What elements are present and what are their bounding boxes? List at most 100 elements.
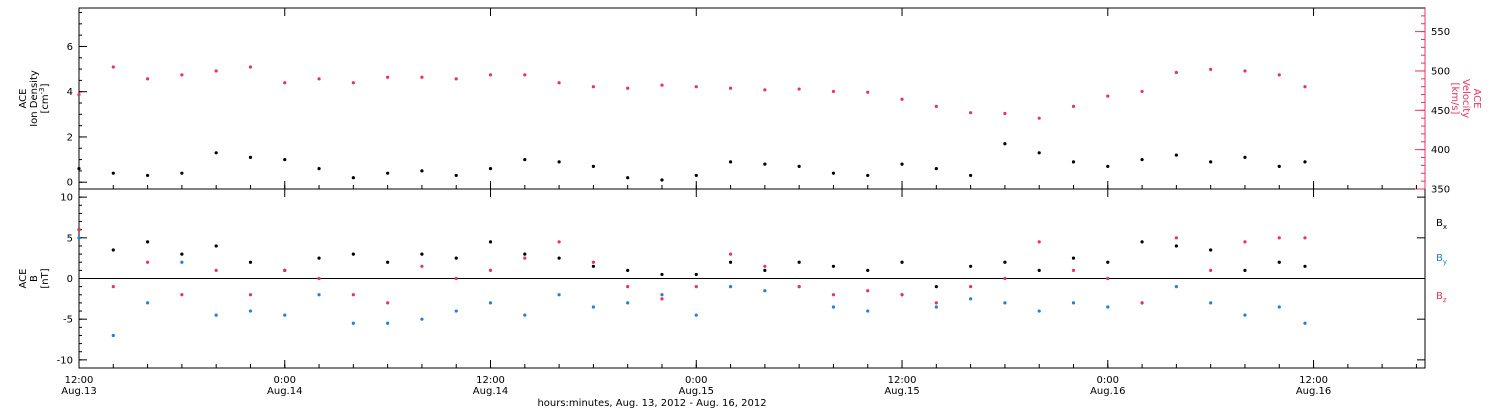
velocity-point <box>969 111 973 115</box>
by-point <box>317 293 321 297</box>
bz-point <box>1174 236 1178 240</box>
density-point <box>1243 155 1247 159</box>
bx-point <box>1140 240 1144 244</box>
x-tick-time-label: 12:00 <box>888 375 917 386</box>
density-point <box>763 162 767 166</box>
bx-point <box>248 260 253 264</box>
density-tick-label: 0 <box>67 178 73 189</box>
x-tick-date-label: Aug.15 <box>679 386 714 397</box>
bz-point <box>797 285 801 289</box>
velocity-point <box>386 75 390 79</box>
velocity-point <box>351 81 355 85</box>
b-axis-label-line: B <box>29 275 40 282</box>
by-point <box>728 285 733 289</box>
density-point <box>831 171 836 175</box>
density-point <box>317 167 321 171</box>
bz-point <box>1071 268 1076 272</box>
by-point <box>283 313 287 317</box>
x-tick-time-label: 0:00 <box>1097 375 1119 386</box>
density-point <box>1003 142 1007 146</box>
legend-sub: y <box>1443 258 1447 266</box>
velocity-tick-label: 450 <box>1431 106 1450 117</box>
velocity-point <box>1106 94 1110 98</box>
velocity-point <box>797 87 801 91</box>
bz-point <box>728 252 733 256</box>
by-point <box>763 289 767 293</box>
x-tick-time-label: 12:00 <box>65 375 94 386</box>
density-point <box>1174 153 1178 157</box>
density-unit-end: ] <box>40 83 51 87</box>
by-point <box>591 305 595 309</box>
by-point <box>77 236 81 240</box>
density-point <box>523 157 527 162</box>
density-point <box>626 176 630 180</box>
legend-sub: z <box>1443 296 1447 304</box>
bz-point <box>1037 240 1041 244</box>
velocity-point <box>488 73 493 77</box>
density-point <box>934 167 938 171</box>
density-tick-label: 4 <box>67 87 73 98</box>
velocity-tick-label: 400 <box>1431 145 1450 156</box>
bx-point <box>1277 260 1281 264</box>
density-point <box>969 173 973 178</box>
by-point <box>214 313 218 317</box>
velocity-point <box>214 69 218 73</box>
by-point <box>1209 301 1213 305</box>
by-point <box>386 321 390 325</box>
bx-point <box>626 268 630 272</box>
b-tick-label: 5 <box>67 233 73 244</box>
bz-point <box>1140 301 1144 305</box>
density-axis-label: ACEIon Density[cm-3] <box>18 70 51 127</box>
b-tick-label: 0 <box>67 274 73 285</box>
bx-point <box>488 240 493 244</box>
velocity-point <box>523 73 527 77</box>
velocity-point <box>1209 67 1213 71</box>
legend-sub: x <box>1443 223 1447 231</box>
density-point <box>866 173 870 178</box>
velocity-point <box>317 77 321 81</box>
bx-point <box>728 260 733 264</box>
x-tick-date-label: Aug.15 <box>884 386 919 397</box>
by-point <box>866 309 870 313</box>
bx-point <box>1243 268 1247 272</box>
by-point <box>660 293 664 297</box>
b-axis-label-line: ACE <box>18 269 29 289</box>
bx-point <box>180 252 184 256</box>
by-point <box>1303 321 1307 325</box>
bz-point <box>317 276 321 281</box>
by-point <box>1106 305 1110 309</box>
bz-point <box>1106 276 1110 281</box>
x-tick-date-label: Aug.13 <box>61 386 96 397</box>
velocity-axis-label-line: Velocity <box>1460 79 1471 118</box>
velocity-point <box>1243 69 1247 73</box>
bx-point <box>214 244 218 248</box>
bz-point <box>1209 268 1213 272</box>
by-point <box>420 317 424 321</box>
density-axis-label-line: ACE <box>18 89 29 109</box>
by-point <box>523 313 527 317</box>
bx-point <box>1003 260 1007 264</box>
bz-point <box>900 293 904 297</box>
density-point <box>1071 160 1076 164</box>
bz-point <box>557 240 561 244</box>
x-tick-date-label: Aug.16 <box>1296 386 1331 397</box>
bx-point <box>317 256 321 260</box>
bx-point <box>145 240 150 244</box>
x-axis-title: hours:minutes, Aug. 13, 2012 - Aug. 16, … <box>537 398 766 409</box>
density-point <box>420 169 424 173</box>
legend-entry-bx: Bx <box>1436 218 1447 231</box>
x-tick-time-label: 0:00 <box>274 375 296 386</box>
bz-point <box>111 285 115 289</box>
bz-point <box>1303 236 1307 240</box>
bz-point <box>351 293 355 297</box>
bz-point <box>1243 240 1247 244</box>
by-point <box>145 301 150 305</box>
density-point <box>111 171 115 175</box>
bz-point <box>1277 236 1281 240</box>
bz-point <box>1003 276 1007 281</box>
b-tick-label: -10 <box>57 355 73 366</box>
velocity-point <box>283 81 287 85</box>
legend-base: B <box>1436 291 1443 302</box>
density-point <box>694 173 698 178</box>
